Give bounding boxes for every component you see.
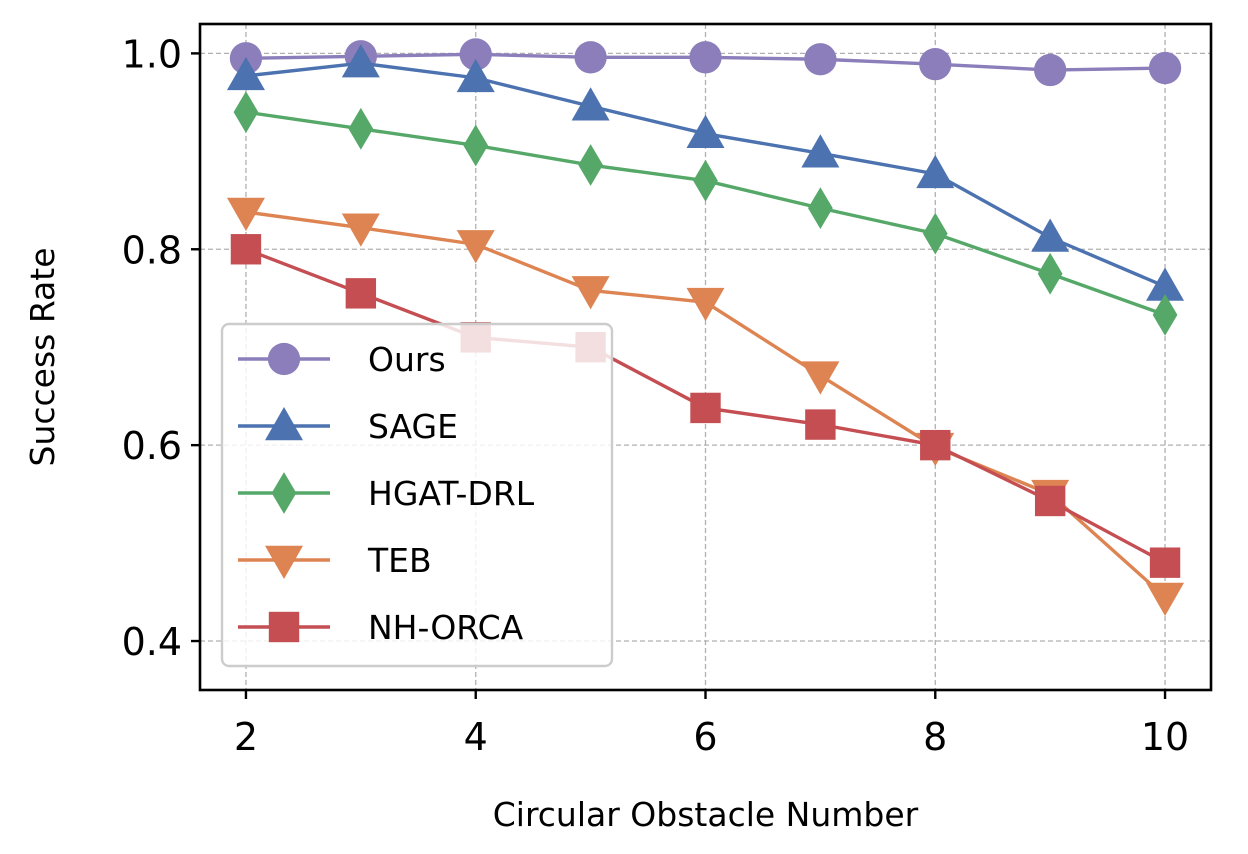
x-tick-label: 6 — [693, 715, 717, 759]
data-point — [348, 107, 374, 150]
legend-marker — [267, 342, 301, 376]
data-point — [922, 212, 948, 255]
x-tick-label: 2 — [234, 715, 258, 759]
data-point — [463, 124, 489, 167]
data-point — [801, 361, 840, 395]
data-point — [801, 134, 840, 168]
x-tick-label: 8 — [923, 715, 947, 759]
data-point — [693, 159, 718, 202]
data-point — [916, 154, 955, 189]
legend-item: TEB — [238, 541, 432, 580]
y-tick-label: 0.6 — [122, 424, 182, 468]
data-point — [459, 38, 492, 71]
legend-item: SAGE — [238, 407, 458, 446]
data-point — [1031, 218, 1070, 252]
x-axis-label: Circular Obstacle Number — [493, 795, 919, 834]
legend-box — [220, 322, 614, 668]
data-point — [230, 234, 262, 265]
legend-marker — [265, 545, 303, 579]
data-point — [574, 41, 607, 74]
series-hgat-drl — [233, 91, 1178, 336]
series-ours — [229, 38, 1182, 87]
legend-label: TEB — [367, 541, 432, 580]
legend: Ours SAGE HGAT-DRL TEB NH-ORCA — [220, 322, 614, 668]
data-point — [571, 276, 610, 310]
legend-marker — [271, 472, 297, 514]
legend-label: SAGE — [368, 407, 458, 446]
data-point — [689, 41, 722, 74]
data-point — [920, 429, 951, 461]
data-point — [1034, 485, 1066, 517]
data-point — [1034, 53, 1067, 87]
y-tick-label: 0.4 — [122, 620, 182, 664]
legend-marker — [265, 407, 303, 441]
data-point — [805, 409, 836, 440]
data-point — [1148, 51, 1182, 85]
axis-ticks: 2 4 6 8 10 0.4 0.6 0.8 1.0 — [122, 32, 1190, 759]
legend-marker — [268, 611, 300, 643]
data-point — [804, 43, 837, 76]
legend-item: NH-ORCA — [238, 608, 524, 647]
data-point — [686, 287, 725, 322]
legend-label: NH-ORCA — [368, 608, 524, 647]
data-point — [686, 114, 725, 148]
legend-label: HGAT-DRL — [368, 474, 535, 513]
data-point — [341, 213, 380, 247]
y-tick-label: 1.0 — [122, 32, 182, 76]
x-tick-label: 4 — [464, 715, 488, 759]
data-point — [1146, 582, 1185, 616]
data-point — [571, 87, 610, 121]
y-tick-label: 0.8 — [122, 228, 182, 272]
data-point — [233, 91, 259, 134]
data-point — [808, 187, 833, 230]
data-point — [1037, 252, 1063, 295]
data-point — [456, 230, 495, 264]
x-tick-label: 10 — [1141, 715, 1189, 759]
data-point — [919, 48, 952, 81]
data-point — [345, 278, 377, 309]
data-point — [1149, 547, 1181, 578]
series-layer — [226, 38, 1185, 616]
legend-item: HGAT-DRL — [238, 472, 535, 514]
data-point — [456, 58, 495, 93]
legend-item: Ours — [238, 340, 446, 379]
data-point — [690, 392, 721, 424]
data-point — [341, 44, 380, 78]
data-point — [226, 197, 265, 232]
data-point — [578, 144, 603, 186]
data-point — [1146, 267, 1185, 301]
data-point — [226, 56, 265, 91]
series-sage — [226, 44, 1185, 301]
legend-label: Ours — [368, 340, 446, 379]
data-point — [1152, 293, 1178, 336]
y-axis-label: Success Rate — [23, 248, 62, 467]
